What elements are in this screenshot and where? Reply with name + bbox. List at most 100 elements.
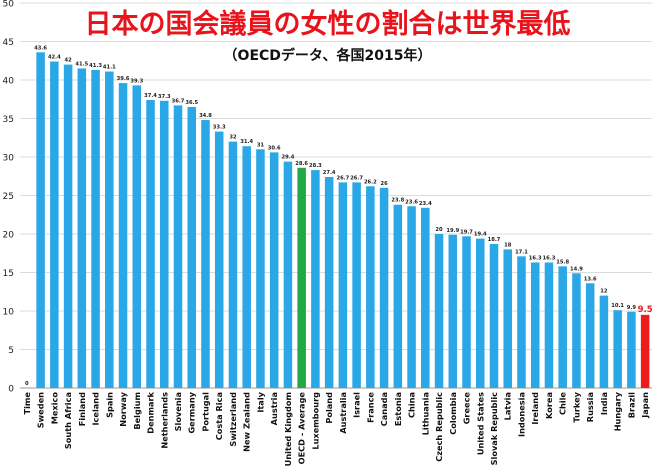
data-label: 0 [25, 381, 29, 387]
bar-canada [379, 187, 389, 388]
data-label: 12 [600, 289, 608, 295]
data-label: 31 [257, 142, 265, 148]
chart-subtitle: （OECDデータ、各国2015年） [223, 48, 432, 64]
data-label: 26.7 [336, 175, 349, 181]
x-tick-label: Switzerland [228, 392, 238, 447]
data-label: 31.4 [240, 139, 253, 145]
bar-australia [338, 182, 348, 388]
bar-korea [544, 262, 554, 388]
x-tick-label: China [407, 392, 417, 418]
x-tick-label: Latvia [503, 392, 513, 420]
data-label: 16.3 [543, 255, 556, 261]
bar-turkey [572, 273, 581, 388]
bar-united-kingdom [283, 161, 293, 388]
bar-russia [585, 283, 595, 388]
data-label: 28.6 [295, 161, 308, 167]
data-label: 29.4 [282, 155, 295, 161]
data-label: 42 [64, 58, 72, 64]
x-tick-label: Time [22, 392, 32, 415]
bar-indonesia [517, 256, 526, 388]
data-label: 39.3 [130, 78, 143, 84]
bar-china [407, 206, 416, 388]
bar-lithuania [421, 207, 430, 388]
x-tick-label: Canada [379, 392, 389, 426]
y-tick-label: 35 [3, 115, 14, 125]
x-tick-label: Greece [462, 392, 472, 425]
data-label: 14.9 [570, 266, 583, 272]
bar-ireland [530, 262, 540, 388]
bar-latvia [503, 249, 512, 388]
x-tick-label: Indonesia [516, 392, 526, 437]
data-label: 41.3 [89, 63, 102, 69]
y-tick-label: 40 [3, 77, 15, 87]
data-label: 16.3 [529, 255, 542, 261]
data-label: 9.9 [627, 305, 637, 311]
x-tick-label: Czech Republic [434, 392, 444, 462]
bar-austria [269, 152, 279, 388]
data-label: 43.6 [34, 45, 47, 51]
data-label: 27.4 [323, 170, 336, 176]
data-label: 18.7 [488, 237, 501, 243]
data-label: 9.5 [638, 305, 653, 315]
bar-estonia [393, 204, 403, 388]
x-tick-label: Ireland [530, 392, 540, 425]
x-tick-label: New Zealand [242, 392, 252, 452]
bar-sweden [36, 52, 45, 388]
data-label: 20 [435, 227, 443, 233]
x-tick-label: Belgium [132, 392, 142, 430]
bar-oecd-average [297, 167, 306, 388]
x-tick-label: Austria [269, 392, 279, 425]
y-tick-label: 5 [8, 346, 14, 356]
data-label: 10.1 [611, 303, 624, 309]
x-tick-label: Australia [338, 392, 348, 434]
bar-new-zealand [242, 146, 251, 388]
y-tick-label: 20 [3, 231, 15, 241]
x-tick-label: OECD - Average [297, 392, 307, 465]
bar-belgium [132, 85, 142, 388]
bar-japan [640, 314, 650, 388]
bar-slovak-republic [489, 244, 499, 388]
bar-norway [118, 83, 128, 388]
data-label: 19.7 [460, 229, 473, 235]
x-tick-label: Hungary [613, 391, 623, 431]
y-tick-label: 10 [3, 308, 15, 318]
data-label: 13.6 [584, 276, 597, 282]
bar-finland [77, 68, 87, 388]
x-tick-label: Luxembourg [310, 392, 320, 450]
data-label: 32 [229, 135, 237, 141]
x-tick-label: Iceland [91, 392, 101, 426]
x-tick-label: Japan [640, 392, 650, 419]
x-tick-label: France [365, 392, 375, 423]
data-label: 26.7 [350, 175, 363, 181]
x-tick-label: Finland [77, 392, 87, 426]
bar-united-states [476, 238, 485, 388]
x-tick-label: Norway [118, 391, 128, 426]
x-tick-label: Estonia [393, 392, 403, 426]
y-tick-label: 15 [3, 269, 14, 279]
data-label: 28.3 [309, 163, 322, 169]
data-label: 41.5 [75, 61, 88, 67]
x-tick-label: Colombia [448, 392, 458, 435]
data-label: 18 [504, 242, 512, 248]
data-label: 39.6 [117, 76, 130, 82]
x-tick-label: United States [475, 392, 485, 455]
bar-israel [352, 182, 361, 388]
x-tick-label: Turkey [571, 391, 581, 422]
data-label: 36.5 [185, 100, 198, 106]
bar-greece [462, 236, 471, 388]
bar-switzerland [228, 141, 238, 388]
bar-luxembourg [311, 170, 320, 388]
data-label: 19.4 [474, 232, 487, 238]
bar-germany [187, 106, 196, 388]
x-tick-label: Lithuania [420, 392, 430, 435]
y-tick-label: 50 [3, 0, 15, 10]
data-label: 42.4 [48, 55, 61, 61]
bar-france [366, 186, 375, 388]
x-tick-label: Germany [187, 391, 197, 433]
x-tick-label: South Africa [63, 392, 73, 449]
y-tick-label: 0 [8, 385, 14, 395]
x-tick-label: Slovenia [173, 392, 183, 431]
bar-slovenia [173, 105, 183, 388]
x-tick-label: Portugal [200, 392, 210, 432]
